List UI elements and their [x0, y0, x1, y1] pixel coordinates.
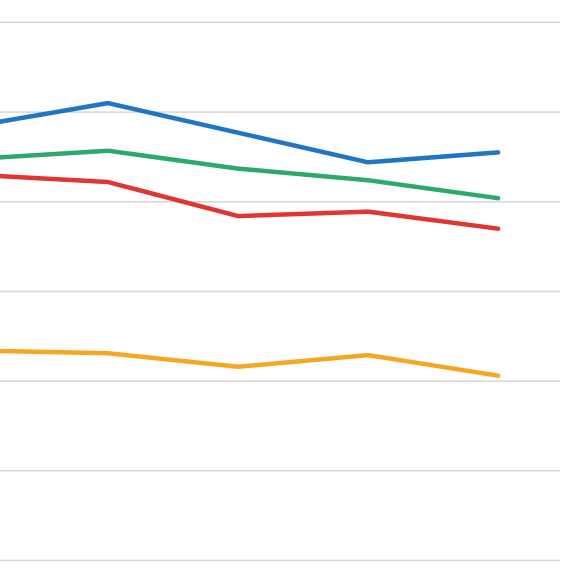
series-line [0, 348, 501, 378]
series-line [0, 148, 501, 201]
series-line [0, 173, 501, 231]
series-line [0, 100, 501, 165]
